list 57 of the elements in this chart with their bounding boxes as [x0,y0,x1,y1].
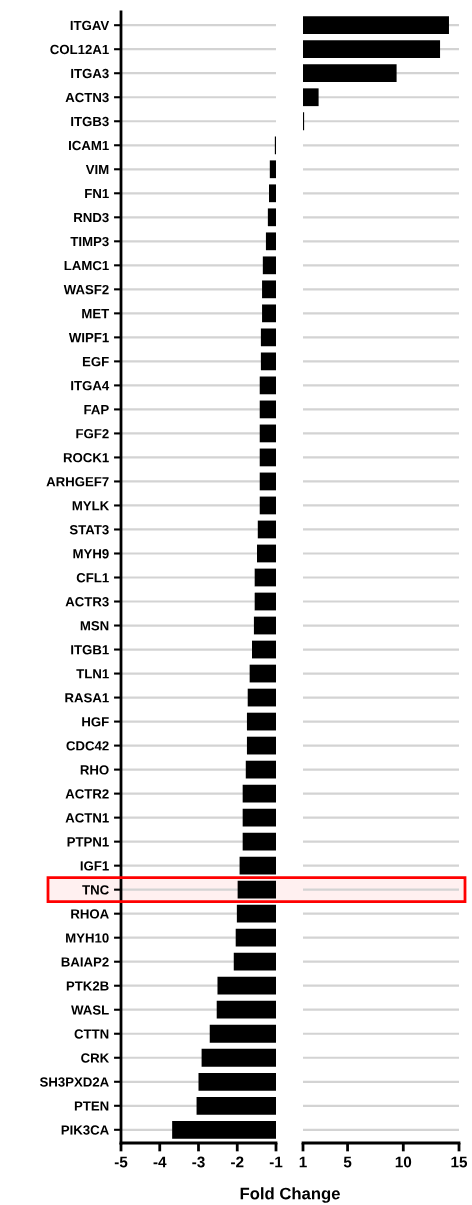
y-tick-label: MYH9 [73,549,109,559]
y-tick-label: WASF2 [63,284,109,295]
y-tick-label: FN1 [85,189,109,199]
x-tick-label: -2 [231,1156,244,1168]
y-tick-label: WIPF1 [68,333,109,343]
y-tick-label: SH3PXD2A [39,1077,109,1087]
y-tick-label: TNC [82,885,109,895]
y-tick-label: LAMC1 [64,260,109,271]
y-tick-label: ROCK1 [63,453,109,463]
y-tick-label: RND3 [74,212,109,223]
y-tick-label: CTTN [74,1029,109,1039]
y-tick-label: ACTN3 [65,92,109,103]
y-tick-label: BAIAP2 [61,957,109,967]
y-tick-label: ICAM1 [69,140,109,151]
x-tick-label: -3 [192,1156,205,1168]
x-tick-label: -1 [269,1156,283,1168]
y-tick-label: CFL1 [76,573,109,583]
y-tick-label: ARHGEF7 [46,477,109,487]
y-tick-label: ITGAV [70,20,110,31]
y-tick-label: PTPN1 [67,837,109,847]
x-tick-label: 10 [395,1156,412,1168]
x-tick-label: 15 [451,1156,468,1168]
x-tick-label: -4 [153,1156,167,1168]
y-tick-label: STAT3 [69,525,109,535]
x-tick-label: 5 [343,1156,352,1168]
y-tick-label: PTEN [74,1101,109,1111]
y-tick-label: ITGA4 [71,380,110,391]
y-tick-label: EGF [82,356,109,367]
y-tick-label: VIM [85,164,109,175]
x-tick-label: 1 [299,1156,307,1168]
y-tick-label: RASA1 [65,693,109,703]
y-tick-label: FGF2 [76,428,109,439]
y-tick-label: MYLK [72,501,110,511]
y-tick-label: IGF1 [80,861,109,871]
y-tick-label: ITGA3 [71,68,109,79]
y-tick-label: WASL [71,1005,109,1015]
y-tick-label: ACTN1 [65,813,109,823]
y-tick-label: HGF [82,717,109,727]
y-tick-label: PTK2B [66,981,109,991]
y-tick-label: FAP [84,405,109,415]
y-tick-label: MYH10 [66,933,109,943]
y-tick-label: RHOA [71,909,109,919]
y-tick-label: ACTR2 [65,789,109,799]
x-axis-title: Fold Change [240,1187,340,1203]
y-tick-label: RHO [80,765,109,775]
y-tick-label: MSN [80,621,109,631]
y-tick-label: COL12A1 [50,44,109,55]
y-tick-label: CDC42 [66,741,109,751]
y-tick-label: TIMP3 [70,236,109,247]
y-tick-label: ITGB3 [71,116,109,127]
y-tick-label: ITGB1 [71,645,109,655]
y-tick-label: TLN1 [76,669,109,679]
y-tick-label: CRK [81,1053,110,1063]
x-tick-label: -5 [114,1156,128,1168]
y-tick-label: MET [82,309,110,319]
y-tick-label: PIK3CA [61,1125,109,1135]
y-tick-label: ACTR3 [65,597,109,607]
